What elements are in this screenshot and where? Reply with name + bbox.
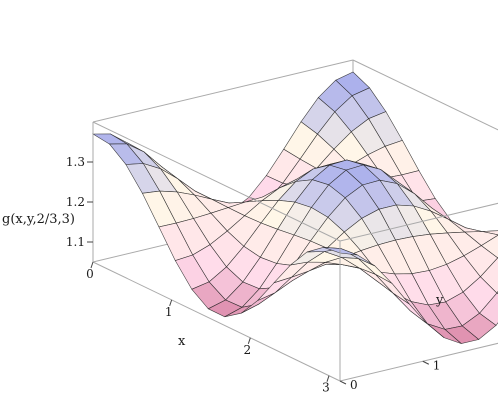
y-axis-title: y	[435, 293, 444, 308]
z-tick-label: 1.3	[66, 155, 85, 169]
box-edge	[92, 261, 341, 382]
x-tick-mark	[326, 375, 330, 382]
z-tick-label: 1.2	[66, 195, 85, 209]
box-edge	[339, 342, 498, 382]
y-tick-mark	[422, 360, 430, 365]
z-tick-label: 1.1	[66, 235, 85, 249]
box-edge	[92, 121, 341, 242]
x-tick-label: 1	[165, 305, 173, 319]
box-edge	[92, 59, 354, 123]
x-tick-mark	[247, 337, 251, 344]
y-tick-label: 1	[433, 358, 441, 372]
y-tick-mark	[339, 380, 347, 385]
surface	[91, 71, 498, 344]
box-edge	[339, 202, 498, 242]
x-tick-label: 3	[322, 381, 330, 395]
z-axis-title: g(x,y,2/3,3)	[2, 212, 75, 227]
box-edge	[352, 59, 498, 131]
y-tick-label: 0	[350, 378, 358, 392]
bounding-box-front	[92, 121, 498, 382]
x-tick-label: 2	[244, 343, 252, 357]
axis-ticks: 012301231.11.21.3	[66, 155, 441, 395]
x-tick-label: 0	[86, 267, 94, 281]
x-tick-mark	[90, 261, 94, 269]
x-tick-mark	[169, 299, 173, 307]
x-axis-title: x	[178, 334, 186, 349]
